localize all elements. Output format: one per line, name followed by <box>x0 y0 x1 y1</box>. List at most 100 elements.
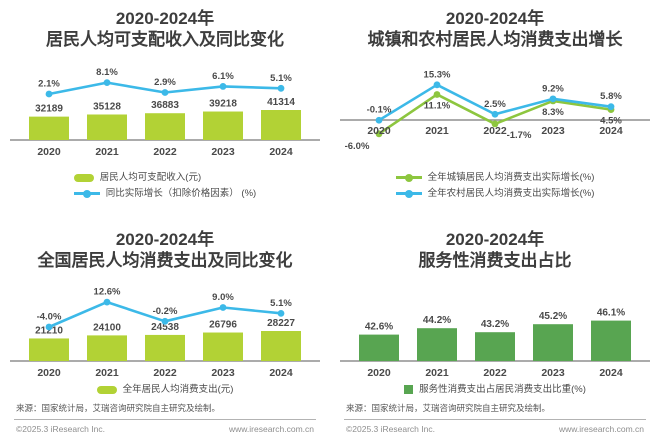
bar <box>145 113 185 140</box>
line-point <box>161 317 169 325</box>
line-point <box>607 103 615 111</box>
bar <box>533 324 573 361</box>
bar-value-label: 39218 <box>209 99 237 110</box>
chart-plot-disposable-income: 32189 35128 36883 39218 41314 2.1% 8.1% 2.9% 6.1… <box>10 67 320 158</box>
bar <box>87 335 127 361</box>
bar-value-label: 36883 <box>151 100 179 111</box>
legend-label: 服务性消费支出占居民消费支出比重(%) <box>419 384 586 395</box>
line-point-label: 12.6% <box>94 287 121 298</box>
chart-title-line2: 城镇和农村居民人均消费支出增长 <box>367 30 623 49</box>
legend-label: 同比实际增长（扣除价格因素） (%) <box>105 188 257 199</box>
legend-label: 全年居民人均消费支出(元) <box>122 384 234 395</box>
bar <box>87 114 127 140</box>
chart-title-line1: 2020-2024年 <box>445 9 545 28</box>
line-point <box>433 91 441 98</box>
line-point <box>549 95 557 103</box>
chart-panel-services-share: 2020-2024年 服务性消费支出占比 42.6% 44.2% 43.2% 45.2… <box>330 218 660 437</box>
legend-item: 全年居民人均消费支出(元) <box>96 384 234 395</box>
bar-value-label: 26796 <box>209 320 237 331</box>
chart-title-urban-rural-growth: 2020-2024年 城镇和农村居民人均消费支出增长 <box>334 8 656 50</box>
line-point <box>45 90 53 98</box>
line-point <box>375 130 383 138</box>
bar <box>145 334 185 361</box>
line-point <box>277 84 285 92</box>
axis-year-label: 2020 <box>37 146 61 158</box>
line-point-label: -1.7% <box>507 130 532 141</box>
axis-year-label: 2022 <box>153 367 177 379</box>
bar-value-label: 41314 <box>267 97 295 108</box>
bar-value-label: 43.2% <box>481 319 509 330</box>
axis-year-label: 2021 <box>425 125 449 137</box>
line-point-label: 9.2% <box>542 83 564 94</box>
line-point-label: 2.5% <box>484 99 506 110</box>
line-point-label: 8.3% <box>542 107 564 118</box>
bar-value-label: 42.6% <box>365 322 393 333</box>
bar <box>591 320 631 361</box>
line-point-label: -0.1% <box>367 105 392 116</box>
line-point-label: 6.1% <box>212 71 234 82</box>
line-point-label: 4.5% <box>600 116 622 127</box>
chart-title-line2: 居民人均可支配收入及同比变化 <box>46 30 284 49</box>
website-link[interactable]: www.iresearch.com.cn <box>558 424 644 434</box>
axis-year-label: 2020 <box>367 367 391 379</box>
legend-item: 全年城镇居民人均消费支出实际增长(%) <box>395 172 595 183</box>
website-link[interactable]: www.iresearch.com.cn <box>228 424 314 434</box>
footer-divider <box>344 419 646 420</box>
chart-panel-urban-rural-growth: 2020-2024年 城镇和农村居民人均消费支出增长 -6.0% 11.1% -1.… <box>330 0 660 218</box>
axis-year-label: 2023 <box>211 146 235 158</box>
legend-label: 全年城镇居民人均消费支出实际增长(%) <box>427 172 595 183</box>
bar <box>475 332 515 361</box>
line-point <box>433 81 441 89</box>
legend-line-marker-icon <box>395 173 422 182</box>
line-point <box>103 298 111 306</box>
source-note: 来源：国家统计局，艾瑞咨询研究院自主研究及绘制。 <box>16 403 221 413</box>
copyright-text: ©2025.3 iResearch Inc. <box>16 424 105 434</box>
line-point-label: -0.2% <box>153 306 178 317</box>
bar <box>359 334 399 361</box>
bar-value-label: 35128 <box>93 101 121 112</box>
legend-line-dot-icon <box>404 189 413 198</box>
line-point <box>491 110 499 118</box>
line-point <box>219 304 227 311</box>
legend-square-swatch-icon <box>404 385 414 394</box>
chart-legend-urban-rural-growth: 全年城镇居民人均消费支出实际增长(%) 全年农村居民人均消费支出实际增长(%) <box>395 172 595 199</box>
line-point-label: -4.0% <box>37 312 62 323</box>
chart-title-line2: 服务性消费支出占比 <box>418 251 572 270</box>
bar-value-label: 32189 <box>35 104 63 115</box>
bar <box>203 111 243 140</box>
axis-year-label: 2024 <box>599 367 623 379</box>
line-point <box>45 323 53 331</box>
chart-legend-services-share: 服务性消费支出占居民消费支出比重(%) <box>404 384 586 395</box>
chart-title-line2: 全国居民人均消费支出及同比变化 <box>37 251 293 270</box>
line-point-label: 8.1% <box>96 67 118 78</box>
bar <box>29 116 69 140</box>
axis-year-label: 2024 <box>599 125 623 137</box>
chart-title-line1: 2020-2024年 <box>445 230 545 249</box>
chart-plot-national-consumption: 21210 24100 24538 26796 28227 -4.0% 12.6% -0.2%… <box>10 287 320 379</box>
bar-value-label: 46.1% <box>597 308 625 319</box>
axis-year-label: 2021 <box>425 367 449 379</box>
footer-divider <box>14 419 316 420</box>
bar-value-label: 45.2% <box>539 311 567 322</box>
chart-legend-disposable-income: 居民人均可支配收入(元) 同比实际增长（扣除价格因素） (%) <box>73 172 257 199</box>
bar <box>417 328 457 361</box>
line-point-label: 2.9% <box>154 77 176 88</box>
chart-plot-urban-rural-growth: -6.0% 11.1% -1.7% 8.3% 4.5% -0.1% 15.3% 2.5% 9.2… <box>340 69 650 152</box>
bar-value-label: 28227 <box>267 318 295 329</box>
chart-title-services-share: 2020-2024年 服务性消费支出占比 <box>334 229 656 271</box>
line-point <box>161 89 169 96</box>
axis-year-label: 2024 <box>269 146 293 158</box>
axis-year-label: 2023 <box>211 367 235 379</box>
chart-plot-services-share: 42.6% 44.2% 43.2% 45.2% 46.1% 2020 2021 2022 202… <box>340 308 650 379</box>
line-point-label: -6.0% <box>345 141 370 152</box>
legend-item: 同比实际增长（扣除价格因素） (%) <box>73 188 257 199</box>
chart-panel-national-consumption: 2020-2024年 全国居民人均消费支出及同比变化 21210 24100 245… <box>0 218 330 437</box>
line-point-label: 11.1% <box>424 100 451 111</box>
line-point-label: 9.0% <box>212 292 234 303</box>
axis-year-label: 2022 <box>483 125 507 137</box>
line-point-label: 2.1% <box>38 79 60 90</box>
axis-year-label: 2022 <box>153 146 177 158</box>
axis-year-label: 2023 <box>541 125 565 137</box>
bar <box>261 331 301 361</box>
